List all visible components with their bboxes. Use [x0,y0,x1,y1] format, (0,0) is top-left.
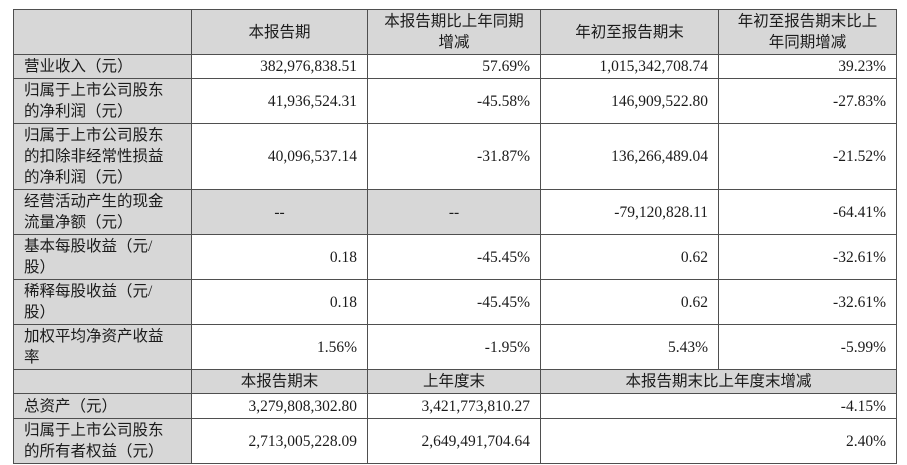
cell-value: 0.18 [191,234,368,280]
header-change-vs-prior-year-end: 本报告期末比上年度末增减 [540,369,897,394]
cell-value: -45.58% [367,78,541,124]
header-ytd-vs-prior: 年初至报告期末比上 年同期增减 [718,9,897,55]
header-current-period: 本报告期 [191,9,368,55]
header-blank-cell [13,369,192,394]
table-row: 归属于上市公司股东 的净利润（元） 41,936,524.31 -45.58% … [13,78,897,124]
header-end-of-period: 本报告期末 [191,369,368,394]
cell-value: 40,096,537.14 [191,123,368,190]
cell-value: 41,936,524.31 [191,78,368,124]
table-row: 营业收入（元） 382,976,838.51 57.69% 1,015,342,… [13,54,897,79]
cell-value: 146,909,522.80 [540,78,719,124]
cell-value: 3,421,773,810.27 [367,393,541,419]
row-label: 总资产（元） [13,393,192,419]
table-row: 基本每股收益（元/ 股） 0.18 -45.45% 0.62 -32.61% [13,234,897,280]
table-row: 总资产（元） 3,279,808,302.80 3,421,773,810.27… [13,393,897,419]
row-label: 归属于上市公司股东 的净利润（元） [13,78,192,124]
cell-value: -21.52% [718,123,897,190]
cell-value: -31.87% [367,123,541,190]
cell-value: -1.95% [367,324,541,370]
cell-value: 3,279,808,302.80 [191,393,368,419]
financial-summary-table: 本报告期 本报告期比上年同期 增减 年初至报告期末 年初至报告期末比上 年同期增… [13,9,897,464]
row-label: 营业收入（元） [13,54,192,79]
row-label: 归属于上市公司股东 的扣除非经常性损益 的净利润（元） [13,123,192,190]
row-label: 经营活动产生的现金 流量净额（元） [13,189,192,235]
cell-value: -- [367,189,541,235]
cell-value: -27.83% [718,78,897,124]
row-label: 基本每股收益（元/ 股） [13,234,192,280]
row-label: 稀释每股收益（元/ 股） [13,279,192,325]
cell-value: 39.23% [718,54,897,79]
cell-value: 1,015,342,708.74 [540,54,719,79]
table-row: 归属于上市公司股东 的所有者权益（元） 2,713,005,228.09 2,6… [13,418,897,464]
cell-value: 1.56% [191,324,368,370]
cell-value: 2,713,005,228.09 [191,418,368,464]
table-row: 归属于上市公司股东 的扣除非经常性损益 的净利润（元） 40,096,537.1… [13,123,897,190]
cell-value: -- [191,189,368,235]
cell-value: -45.45% [367,279,541,325]
header-blank-cell [13,9,192,55]
cell-value: 57.69% [367,54,541,79]
cell-value: -5.99% [718,324,897,370]
cell-value: 5.43% [540,324,719,370]
table-header-row: 本报告期 本报告期比上年同期 增减 年初至报告期末 年初至报告期末比上 年同期增… [13,9,897,55]
header-end-of-prior-year: 上年度末 [367,369,541,394]
cell-value: 0.62 [540,279,719,325]
cell-value: -32.61% [718,279,897,325]
row-label: 归属于上市公司股东 的所有者权益（元） [13,418,192,464]
header-current-vs-prior: 本报告期比上年同期 增减 [367,9,541,55]
cell-value: 382,976,838.51 [191,54,368,79]
header-ytd: 年初至报告期末 [540,9,719,55]
table-header-row-2: 本报告期末 上年度末 本报告期末比上年度末增减 [13,369,897,394]
table-row: 经营活动产生的现金 流量净额（元） -- -- -79,120,828.11 -… [13,189,897,235]
row-label: 加权平均净资产收益 率 [13,324,192,370]
cell-value: -32.61% [718,234,897,280]
cell-value: -79,120,828.11 [540,189,719,235]
cell-value: 0.62 [540,234,719,280]
cell-value: -45.45% [367,234,541,280]
cell-value: 0.18 [191,279,368,325]
cell-value: 136,266,489.04 [540,123,719,190]
table-row: 稀释每股收益（元/ 股） 0.18 -45.45% 0.62 -32.61% [13,279,897,325]
cell-value: -4.15% [540,393,897,419]
cell-value: 2,649,491,704.64 [367,418,541,464]
cell-value: -64.41% [718,189,897,235]
table-row: 加权平均净资产收益 率 1.56% -1.95% 5.43% -5.99% [13,324,897,370]
cell-value: 2.40% [540,418,897,464]
